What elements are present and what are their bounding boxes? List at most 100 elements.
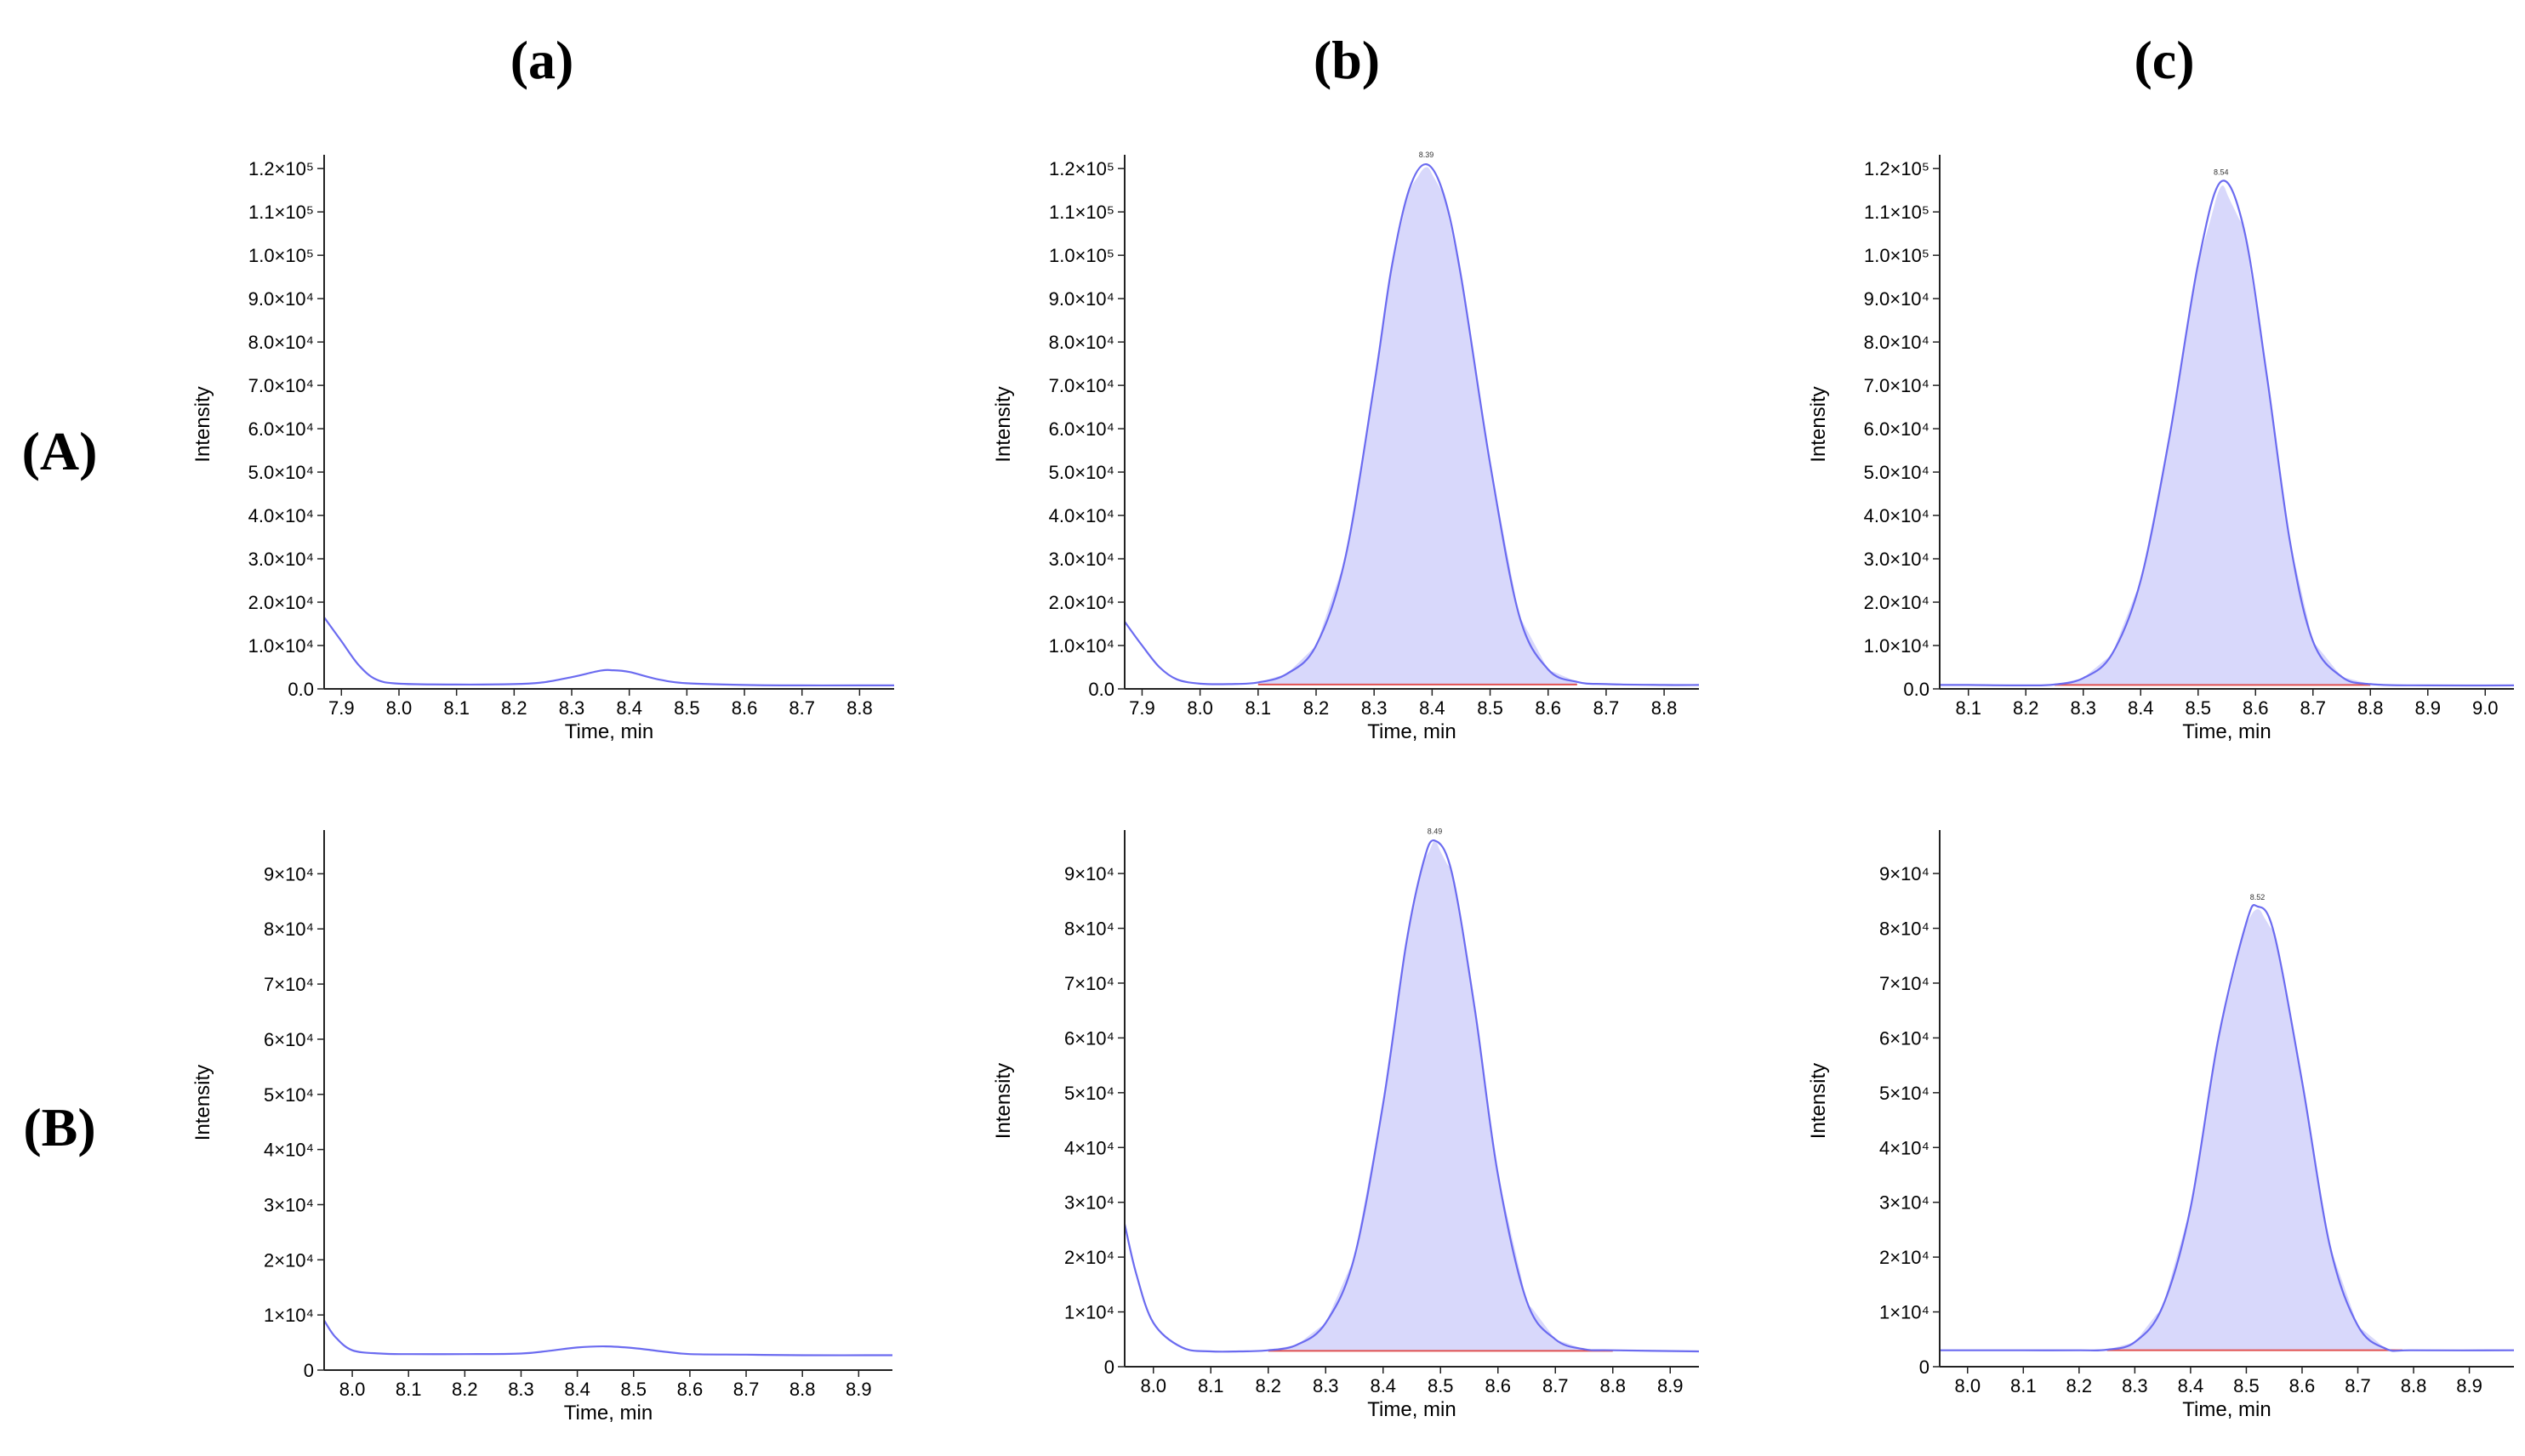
y-tick-label: 5.0×10⁴	[1864, 462, 1929, 483]
x-tick-label: 8.5	[1477, 697, 1503, 719]
x-tick-label: 8.3	[508, 1379, 534, 1400]
y-tick-label: 4×10⁴	[264, 1140, 314, 1161]
y-tick-label: 4×10⁴	[1064, 1137, 1114, 1158]
x-tick-label: 8.5	[2185, 697, 2211, 719]
y-tick-label: 4.0×10⁴	[1049, 505, 1114, 526]
x-tick-label: 7.9	[328, 697, 355, 719]
peak-area	[1257, 167, 1577, 685]
data-trace	[1939, 179, 2515, 687]
y-axis-title: Intensity	[1807, 1063, 1830, 1139]
x-tick-label: 8.6	[2243, 697, 2269, 719]
data-trace	[323, 1319, 893, 1356]
y-tick-label: 6×10⁴	[264, 1029, 314, 1050]
x-tick-label: 8.4	[1370, 1375, 1396, 1396]
y-tick-label: 6.0×10⁴	[1049, 418, 1114, 440]
y-tick-label: 6.0×10⁴	[1864, 418, 1929, 440]
y-tick-label: 2×10⁴	[264, 1249, 314, 1271]
y-tick-label: 3×10⁴	[264, 1194, 314, 1215]
x-tick-label: 8.8	[2401, 1375, 2427, 1396]
panel-B-a: 0 1×10⁴ 2×10⁴ 3×10⁴ 4×10⁴ 5×10⁴ 6×10⁴ 7×10⁴ 8×10…	[191, 830, 893, 1425]
y-tick-label: 5×10⁴	[1879, 1083, 1929, 1104]
x-tick-label: 8.2	[501, 697, 527, 719]
y-tick-label: 1×10⁴	[1879, 1302, 1929, 1323]
y-tick-label: 1×10⁴	[1064, 1302, 1114, 1323]
x-tick-label: 8.5	[620, 1379, 647, 1400]
y-tick-label: 2×10⁴	[1879, 1247, 1929, 1268]
y-tick-label: 7×10⁴	[1879, 973, 1929, 994]
y-tick-label: 8.0×10⁴	[1864, 332, 1929, 353]
y-tick-label: 1.2×10⁵	[1049, 158, 1114, 179]
y-tick-label: 9×10⁴	[1064, 863, 1114, 884]
x-tick-label: 8.5	[2233, 1375, 2260, 1396]
x-tick-label: 8.6	[2289, 1375, 2316, 1396]
x-tick-label: 8.5	[1428, 1375, 1454, 1396]
y-tick-label: 1.0×10⁵	[1049, 245, 1114, 266]
panel-B-c: 8.52 0 1×10⁴ 2×10⁴ 3×10⁴ 4×10⁴ 5×10⁴ 6×10⁴ 7×10⁴…	[1807, 830, 2515, 1421]
x-tick-label: 8.4	[564, 1379, 590, 1400]
y-tick-label: 9.0×10⁴	[248, 288, 314, 310]
data-trace	[323, 617, 894, 687]
data-trace	[1124, 163, 1700, 686]
y-tick-label: 2.0×10⁴	[248, 592, 314, 613]
y-tick-label: 0.0	[288, 679, 314, 700]
x-tick-label: 8.8	[1651, 697, 1678, 719]
y-tick-label: 9×10⁴	[264, 863, 314, 884]
x-tick-label: 8.1	[1245, 697, 1272, 719]
x-tick-label: 8.4	[1419, 697, 1445, 719]
y-tick-label: 1.1×10⁵	[1864, 202, 1929, 223]
y-tick-label: 0	[304, 1360, 314, 1381]
y-tick-label: 1.0×10⁴	[1049, 635, 1114, 657]
y-tick-label: 9×10⁴	[1879, 863, 1929, 884]
x-axis-title: Time, min	[565, 720, 653, 743]
x-tick-label: 8.1	[396, 1379, 422, 1400]
y-tick-label: 5×10⁴	[1064, 1083, 1114, 1104]
y-tick-label: 3×10⁴	[1064, 1192, 1114, 1214]
x-axis-title: Time, min	[2182, 720, 2271, 743]
y-tick-label: 7.0×10⁴	[248, 375, 314, 396]
x-tick-label: 7.9	[1129, 697, 1155, 719]
x-tick-label: 8.3	[1361, 697, 1388, 719]
y-tick-label: 1.2×10⁵	[248, 158, 314, 179]
x-tick-label: 8.0	[1187, 697, 1213, 719]
y-tick-label: 5.0×10⁴	[1049, 462, 1114, 483]
x-tick-label: 8.9	[2414, 697, 2441, 719]
x-tick-label: 8.7	[1542, 1375, 1569, 1396]
x-tick-label: 8.2	[1303, 697, 1330, 719]
y-tick-label: 3×10⁴	[1879, 1192, 1929, 1214]
x-tick-label: 8.8	[2357, 697, 2384, 719]
y-axis-title: Intensity	[992, 1063, 1015, 1139]
x-tick-label: 8.5	[674, 697, 700, 719]
y-tick-label: 5.0×10⁴	[248, 462, 314, 483]
x-tick-label: 8.2	[2066, 1375, 2093, 1396]
y-tick-label: 7.0×10⁴	[1864, 375, 1929, 396]
panel-A-c: 8.54 0.0 1.0×10⁴ 2.0×10⁴ 3.0×10⁴ 4.0×10⁴ 5.0×1…	[1807, 155, 2515, 743]
y-tick-label: 6.0×10⁴	[248, 418, 314, 440]
x-tick-label: 8.7	[789, 697, 815, 719]
y-tick-label: 0.0	[1903, 679, 1929, 700]
y-tick-label: 8.0×10⁴	[1049, 332, 1114, 353]
y-tick-label: 2.0×10⁴	[1864, 592, 1929, 613]
panel-B-b: 8.49 0 1×10⁴ 2×10⁴ 3×10⁴ 4×10⁴ 5×10⁴ 6×10⁴ 7×10⁴…	[992, 827, 1700, 1421]
y-tick-label: 3.0×10⁴	[1049, 549, 1114, 570]
peak-rt-label: 8.49	[1428, 827, 1443, 835]
x-tick-label: 8.6	[1485, 1375, 1511, 1396]
x-tick-label: 8.1	[1955, 697, 1981, 719]
x-tick-label: 8.6	[1535, 697, 1561, 719]
column-label-a: (a)	[510, 30, 574, 90]
x-tick-label: 8.7	[2300, 697, 2326, 719]
x-tick-label: 8.0	[1954, 1375, 1981, 1396]
peak-area	[1268, 840, 1613, 1351]
x-tick-label: 8.9	[2456, 1375, 2482, 1396]
y-tick-label: 4.0×10⁴	[248, 505, 314, 526]
x-axis-title: Time, min	[564, 1402, 653, 1425]
x-tick-label: 8.0	[1140, 1375, 1166, 1396]
x-tick-label: 8.1	[2010, 1375, 2037, 1396]
y-tick-label: 2×10⁴	[1064, 1247, 1114, 1268]
y-tick-label: 1.2×10⁵	[1864, 158, 1929, 179]
x-axis-title: Time, min	[1367, 1398, 1456, 1421]
x-tick-label: 8.1	[443, 697, 470, 719]
y-tick-label: 6×10⁴	[1879, 1027, 1929, 1049]
x-tick-label: 8.3	[2122, 1375, 2148, 1396]
x-tick-label: 8.8	[789, 1379, 816, 1400]
x-tick-label: 9.0	[2472, 697, 2499, 719]
